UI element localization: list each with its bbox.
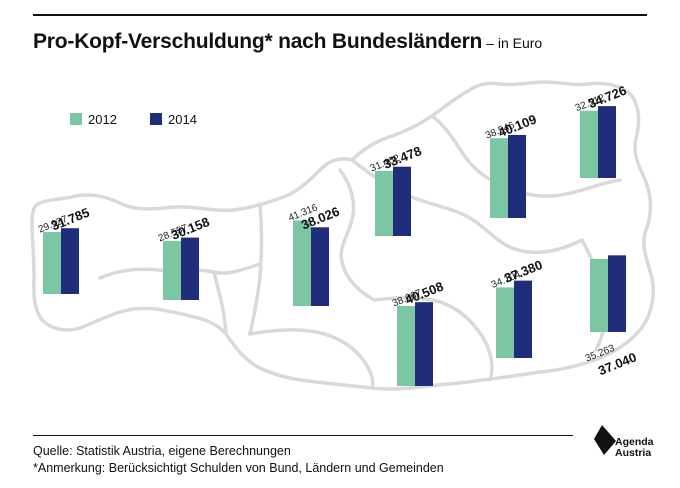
labels-layer: 29.92731.78528.55730.15841.31638.02631.4… bbox=[37, 83, 639, 379]
bar-9-2012 bbox=[590, 259, 608, 332]
chart-title: Pro-Kopf-Verschuldung* nach Bundesländer… bbox=[33, 30, 483, 53]
logo-text: Agenda Austria bbox=[615, 437, 654, 459]
bar-5-2012 bbox=[490, 138, 508, 218]
bar-8-2014 bbox=[514, 280, 532, 358]
legend-item-2014: 2014 bbox=[150, 112, 197, 127]
bar-6-2012 bbox=[580, 110, 598, 178]
bar-1-2012 bbox=[43, 232, 61, 294]
bottom-rule bbox=[33, 435, 573, 436]
bar-2-2012 bbox=[163, 240, 181, 300]
legend-swatch-2012 bbox=[70, 113, 82, 125]
bar-9-2014 bbox=[608, 255, 626, 332]
bar-5-2014 bbox=[508, 134, 526, 218]
source-note: Quelle: Statistik Austria, eigene Berech… bbox=[33, 444, 291, 458]
legend-swatch-2014 bbox=[150, 113, 162, 125]
legend-label-2014: 2014 bbox=[168, 112, 197, 127]
footer: Quelle: Statistik Austria, eigene Berech… bbox=[33, 443, 444, 477]
bar-8-2012 bbox=[496, 287, 514, 358]
chart-subtitle: – in Euro bbox=[486, 35, 543, 51]
legend-item-2012: 2012 bbox=[70, 112, 117, 127]
bars-layer bbox=[43, 106, 626, 386]
title-block: Pro-Kopf-Verschuldung* nach Bundesländer… bbox=[33, 30, 542, 54]
bar-7-2012 bbox=[397, 305, 415, 386]
top-rule bbox=[33, 14, 647, 16]
bar-3-2012 bbox=[293, 220, 311, 306]
logo-line-2: Austria bbox=[615, 447, 652, 459]
agenda-austria-logo-icon bbox=[594, 425, 616, 455]
bar-4-2014 bbox=[393, 166, 411, 236]
logo-line-1: Agenda bbox=[615, 436, 654, 448]
bar-2-2014 bbox=[181, 237, 199, 300]
bar-7-2014 bbox=[415, 302, 433, 386]
bar-3-2014 bbox=[311, 227, 329, 306]
austria-map-outline bbox=[30, 80, 655, 391]
annotation-note: *Anmerkung: Berücksichtigt Schulden von … bbox=[33, 461, 444, 475]
bar-4-2012 bbox=[375, 170, 393, 236]
legend-label-2012: 2012 bbox=[88, 112, 117, 127]
bar-6-2014 bbox=[598, 106, 616, 178]
bar-1-2014 bbox=[61, 228, 79, 294]
